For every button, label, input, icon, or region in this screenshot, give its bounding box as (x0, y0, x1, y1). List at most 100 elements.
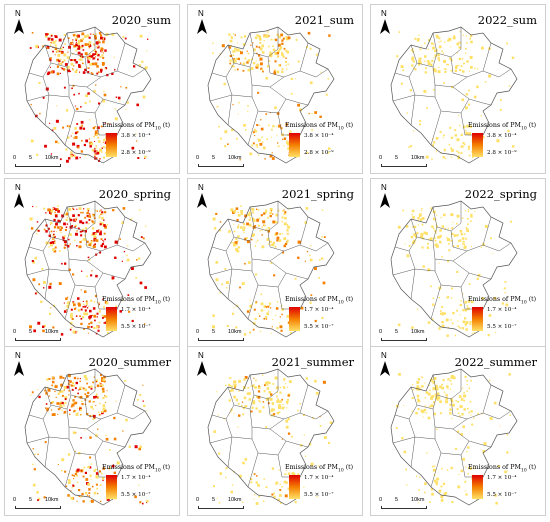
emission-pixel (54, 54, 56, 56)
emission-pixel (94, 155, 96, 157)
emission-pixel (466, 60, 468, 63)
emission-pixel (79, 378, 81, 380)
emission-pixel (224, 268, 227, 270)
emission-pixel (467, 147, 470, 150)
emission-pixel (396, 404, 399, 408)
emission-pixel (63, 406, 65, 407)
emission-pixel (463, 62, 465, 65)
emission-pixel (465, 35, 468, 37)
emission-pixel (283, 137, 287, 140)
emission-pixel (94, 233, 97, 236)
emission-pixel (261, 68, 264, 71)
emission-pixel (218, 452, 221, 455)
emission-pixel (466, 42, 468, 44)
north-arrow-icon: N (379, 9, 393, 35)
emission-pixel (66, 65, 70, 69)
emission-pixel (142, 502, 144, 505)
emission-pixel (321, 316, 324, 319)
district-boundary (116, 242, 146, 252)
emission-pixel (55, 51, 58, 53)
emission-pixel (213, 227, 217, 230)
emission-pixel (87, 483, 91, 486)
emission-pixel (114, 498, 116, 500)
emission-pixel (101, 314, 104, 317)
emission-pixel (128, 310, 131, 313)
emission-pixel (457, 240, 460, 243)
emission-pixel (88, 55, 92, 58)
emission-pixel (468, 145, 470, 148)
emission-pixel (68, 127, 70, 129)
emission-pixel (88, 215, 91, 218)
emission-pixel (56, 58, 59, 62)
emission-pixel (215, 212, 218, 215)
emission-pixel (417, 408, 420, 411)
emission-pixel (229, 62, 232, 65)
emission-pixel (467, 208, 470, 211)
emission-pixel (47, 37, 51, 41)
emission-pixel (272, 413, 276, 416)
district-boundary (44, 436, 50, 468)
emission-pixel (411, 213, 413, 216)
emission-pixel (69, 376, 71, 378)
emission-pixel (459, 405, 463, 408)
emission-pixel (97, 71, 100, 73)
emission-pixel (76, 245, 78, 247)
emission-pixel (276, 55, 279, 58)
emission-pixel (49, 282, 52, 286)
emission-pixel (86, 305, 88, 307)
emission-pixel (97, 129, 99, 131)
emission-pixel (73, 376, 77, 380)
emission-pixel (101, 211, 104, 214)
emission-pixel (263, 212, 266, 215)
emission-pixel (51, 241, 54, 244)
emission-pixel (61, 401, 64, 405)
emission-pixel (77, 407, 79, 409)
emission-pixel (113, 437, 117, 441)
emission-pixel (53, 230, 55, 232)
district-boundary (116, 410, 146, 420)
emission-pixel (258, 410, 262, 413)
emission-pixel (252, 328, 255, 331)
emission-pixel (461, 98, 464, 101)
emission-pixel (256, 218, 260, 222)
emission-pixel (111, 464, 115, 468)
emission-pixel (80, 289, 82, 291)
legend-title: Emissions of PM10 (t) (468, 296, 537, 306)
emission-pixel (100, 385, 102, 387)
emission-pixel (30, 394, 32, 396)
district-map (207, 26, 335, 164)
emission-pixel (419, 213, 422, 216)
emission-pixel (236, 68, 239, 71)
emission-pixel (310, 245, 312, 247)
emission-pixel (65, 213, 69, 216)
emission-pixel (417, 217, 420, 220)
emission-pixel (476, 498, 478, 501)
emission-pixel (435, 396, 438, 400)
emission-pixel (77, 214, 80, 217)
scale-label: 0 (196, 329, 200, 335)
emission-pixel (464, 490, 466, 492)
emission-pixel (449, 379, 452, 382)
emission-pixel (269, 411, 271, 413)
emission-pixel (433, 412, 436, 416)
emission-pixel (265, 154, 267, 156)
emission-pixel (277, 50, 280, 53)
scale-label: 0 (379, 329, 383, 335)
emission-pixel (265, 211, 267, 214)
emission-pixel (39, 112, 41, 115)
emission-pixel (436, 398, 439, 401)
emission-pixel (218, 501, 221, 504)
legend-color-ramp (289, 133, 300, 157)
emission-pixel (60, 63, 63, 65)
emission-pixel (405, 225, 409, 228)
emission-pixel (63, 240, 67, 244)
emission-pixel (427, 268, 431, 272)
emission-pixel (86, 275, 88, 278)
emission-pixel (418, 60, 421, 63)
emission-pixel (34, 256, 37, 260)
emission-pixel (104, 211, 107, 214)
emission-pixel (232, 54, 235, 57)
emission-pixel (488, 74, 492, 78)
emission-pixel (228, 230, 231, 233)
emission-pixel (445, 492, 448, 495)
